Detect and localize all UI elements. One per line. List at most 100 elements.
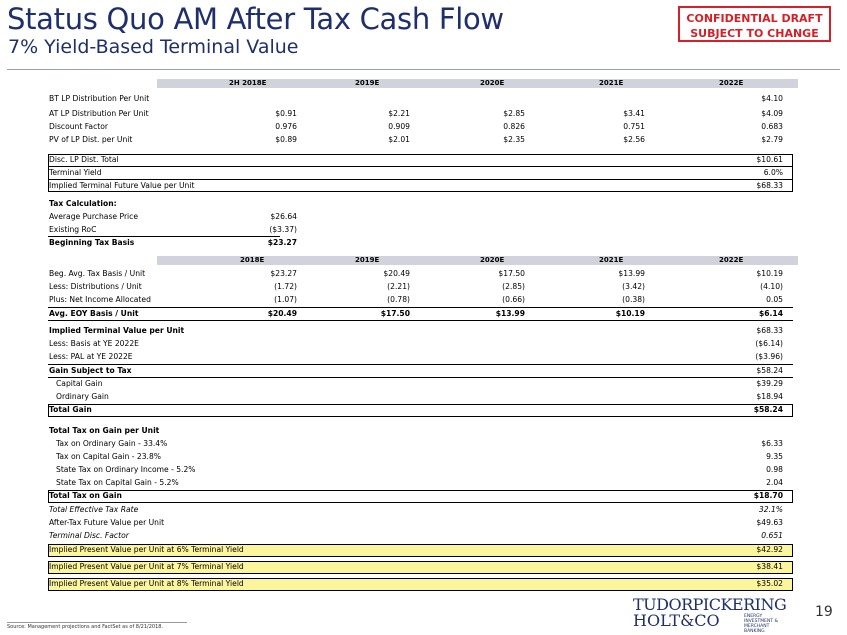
total-tax-box — [48, 490, 793, 503]
row-label: Tax on Ordinary Gain - 33.4% — [56, 439, 168, 448]
year-header: 2020E — [480, 79, 505, 87]
year-header: 2022E — [719, 79, 744, 87]
table-row: Implied Present Value per Unit at 7% Ter… — [49, 561, 791, 573]
row-label: Beg. Avg. Tax Basis / Unit — [49, 269, 146, 278]
cell-value: 0.909 — [388, 122, 410, 131]
confidential-stamp: CONFIDENTIAL DRAFT SUBJECT TO CHANGE — [678, 6, 831, 42]
table-row: Implied Terminal Future Value per Unit $… — [49, 180, 791, 192]
company-logo-bottom: HOLT&CO — [633, 611, 720, 630]
table-row: Avg. EOY Basis / Unit $20.49 $17.50 $13.… — [49, 308, 791, 320]
cell-value: $58.24 — [756, 366, 783, 375]
table-row: Less: PAL at YE 2022E ($3.96) — [49, 351, 791, 363]
table-row: BT LP Distribution Per Unit $4.10 — [49, 93, 791, 105]
cell-value: $6.14 — [758, 309, 783, 318]
row-label: AT LP Distribution Per Unit — [49, 109, 149, 118]
cell-value: ($6.14) — [755, 339, 783, 348]
cell-value: $2.21 — [388, 109, 410, 118]
cell-value: $2.01 — [388, 135, 410, 144]
cell-value: 9.35 — [766, 452, 783, 461]
cell-value: (0.66) — [502, 295, 525, 304]
year-header: 2019E — [355, 79, 380, 87]
cell-value: $17.50 — [498, 269, 525, 278]
table-row: Gain Subject to Tax $58.24 — [49, 365, 791, 377]
confidential-line-1: CONFIDENTIAL DRAFT — [686, 12, 823, 25]
cell-value: 32.1% — [758, 505, 783, 514]
table-row: Terminal Yield 6.0% — [49, 167, 791, 179]
page-title: Status Quo AM After Tax Cash Flow — [7, 2, 504, 36]
table-row: Discount Factor 0.976 0.909 0.826 0.751 … — [49, 121, 791, 133]
cell-value: 0.05 — [766, 295, 783, 304]
row-label: Implied Terminal Value per Unit — [49, 326, 185, 335]
row-label: Average Purchase Price — [49, 212, 139, 221]
cell-value: $10.19 — [615, 309, 645, 318]
row-label: Ordinary Gain — [56, 392, 109, 401]
divider — [48, 364, 793, 365]
header-rule — [7, 69, 840, 70]
table-row: Disc. LP Dist. Total $10.61 — [49, 154, 791, 166]
row-label: Total Gain — [49, 405, 92, 414]
year-header-bar-top: 2H 2018E 2019E 2020E 2021E 2022E — [157, 79, 798, 88]
cell-value: $4.10 — [761, 94, 783, 103]
cell-value: $2.79 — [761, 135, 783, 144]
table-row: Tax on Capital Gain - 23.8% 9.35 — [49, 451, 791, 463]
divider — [48, 307, 793, 308]
table-row: Less: Basis at YE 2022E ($6.14) — [49, 338, 791, 350]
row-label: Implied Present Value per Unit at 7% Ter… — [49, 562, 244, 571]
cell-value: ($3.37) — [269, 225, 297, 234]
table-row: Plus: Net Income Allocated (1.07) (0.78)… — [49, 294, 791, 306]
row-label: Implied Present Value per Unit at 8% Ter… — [49, 579, 244, 588]
row-label: Total Tax on Gain — [49, 491, 122, 500]
cell-value: (3.42) — [622, 282, 645, 291]
table-row: Terminal Disc. Factor 0.651 — [49, 530, 791, 542]
row-label: Total Effective Tax Rate — [49, 505, 139, 514]
footer-rule — [7, 622, 187, 623]
cell-value: $23.27 — [267, 238, 297, 247]
cell-value: $2.56 — [623, 135, 645, 144]
table-row: Implied Present Value per Unit at 6% Ter… — [49, 544, 791, 556]
cell-value: $0.91 — [275, 109, 297, 118]
table-row: Less: Distributions / Unit (1.72) (2.21)… — [49, 281, 791, 293]
source-note: Source: Management projections and FactS… — [7, 624, 164, 630]
row-label: Discount Factor — [49, 122, 108, 131]
divider — [48, 320, 793, 321]
table-row: Capital Gain $39.29 — [49, 378, 791, 390]
row-label: Implied Present Value per Unit at 6% Ter… — [49, 545, 244, 554]
cell-value: $18.70 — [753, 491, 783, 500]
cell-value: $18.94 — [756, 392, 783, 401]
cell-value: $20.49 — [267, 309, 297, 318]
company-logo-tagline: ENERGY INVESTMENT & MERCHANT BANKING — [744, 614, 779, 634]
table-row: State Tax on Ordinary Income - 5.2% 0.98 — [49, 464, 791, 476]
company-logo-top: TUDORPICKERING — [633, 595, 787, 614]
pv-6pct-box — [48, 544, 793, 557]
row-label: BT LP Distribution Per Unit — [49, 94, 150, 103]
year-header-bar-mid: 2018E 2019E 2020E 2021E 2022E — [157, 256, 798, 265]
cell-value: 0.651 — [761, 531, 783, 540]
cell-value: (4.10) — [760, 282, 783, 291]
year-header: 2H 2018E — [229, 79, 267, 87]
terminal-value-box — [48, 154, 793, 192]
row-label: PV of LP Dist. per Unit — [49, 135, 133, 144]
cell-value: $13.99 — [495, 309, 525, 318]
pv-7pct-box — [48, 561, 793, 574]
cell-value: $20.49 — [383, 269, 410, 278]
cell-value: (2.85) — [502, 282, 525, 291]
row-label: Disc. LP Dist. Total — [49, 155, 119, 164]
cell-value: $39.29 — [756, 379, 783, 388]
cell-value: $17.50 — [380, 309, 410, 318]
cell-value: $2.85 — [503, 109, 525, 118]
cell-value: $68.33 — [756, 181, 783, 190]
year-header: 2018E — [240, 256, 265, 264]
cell-value: $2.35 — [503, 135, 525, 144]
page-subtitle: 7% Yield-Based Terminal Value — [8, 36, 299, 58]
row-label: State Tax on Capital Gain - 5.2% — [56, 478, 179, 487]
table-row: Beg. Avg. Tax Basis / Unit $23.27 $20.49… — [49, 268, 791, 280]
cell-value: $4.09 — [761, 109, 783, 118]
row-label: Less: Distributions / Unit — [49, 282, 142, 291]
cell-value: $10.19 — [756, 269, 783, 278]
cell-value: $26.64 — [270, 212, 297, 221]
row-label: Beginning Tax Basis — [49, 238, 135, 247]
cell-value: $42.92 — [756, 545, 783, 554]
table-row: Beginning Tax Basis $23.27 — [49, 237, 791, 249]
cell-value: $38.41 — [756, 562, 783, 571]
table-row: PV of LP Dist. per Unit $0.89 $2.01 $2.3… — [49, 134, 791, 146]
